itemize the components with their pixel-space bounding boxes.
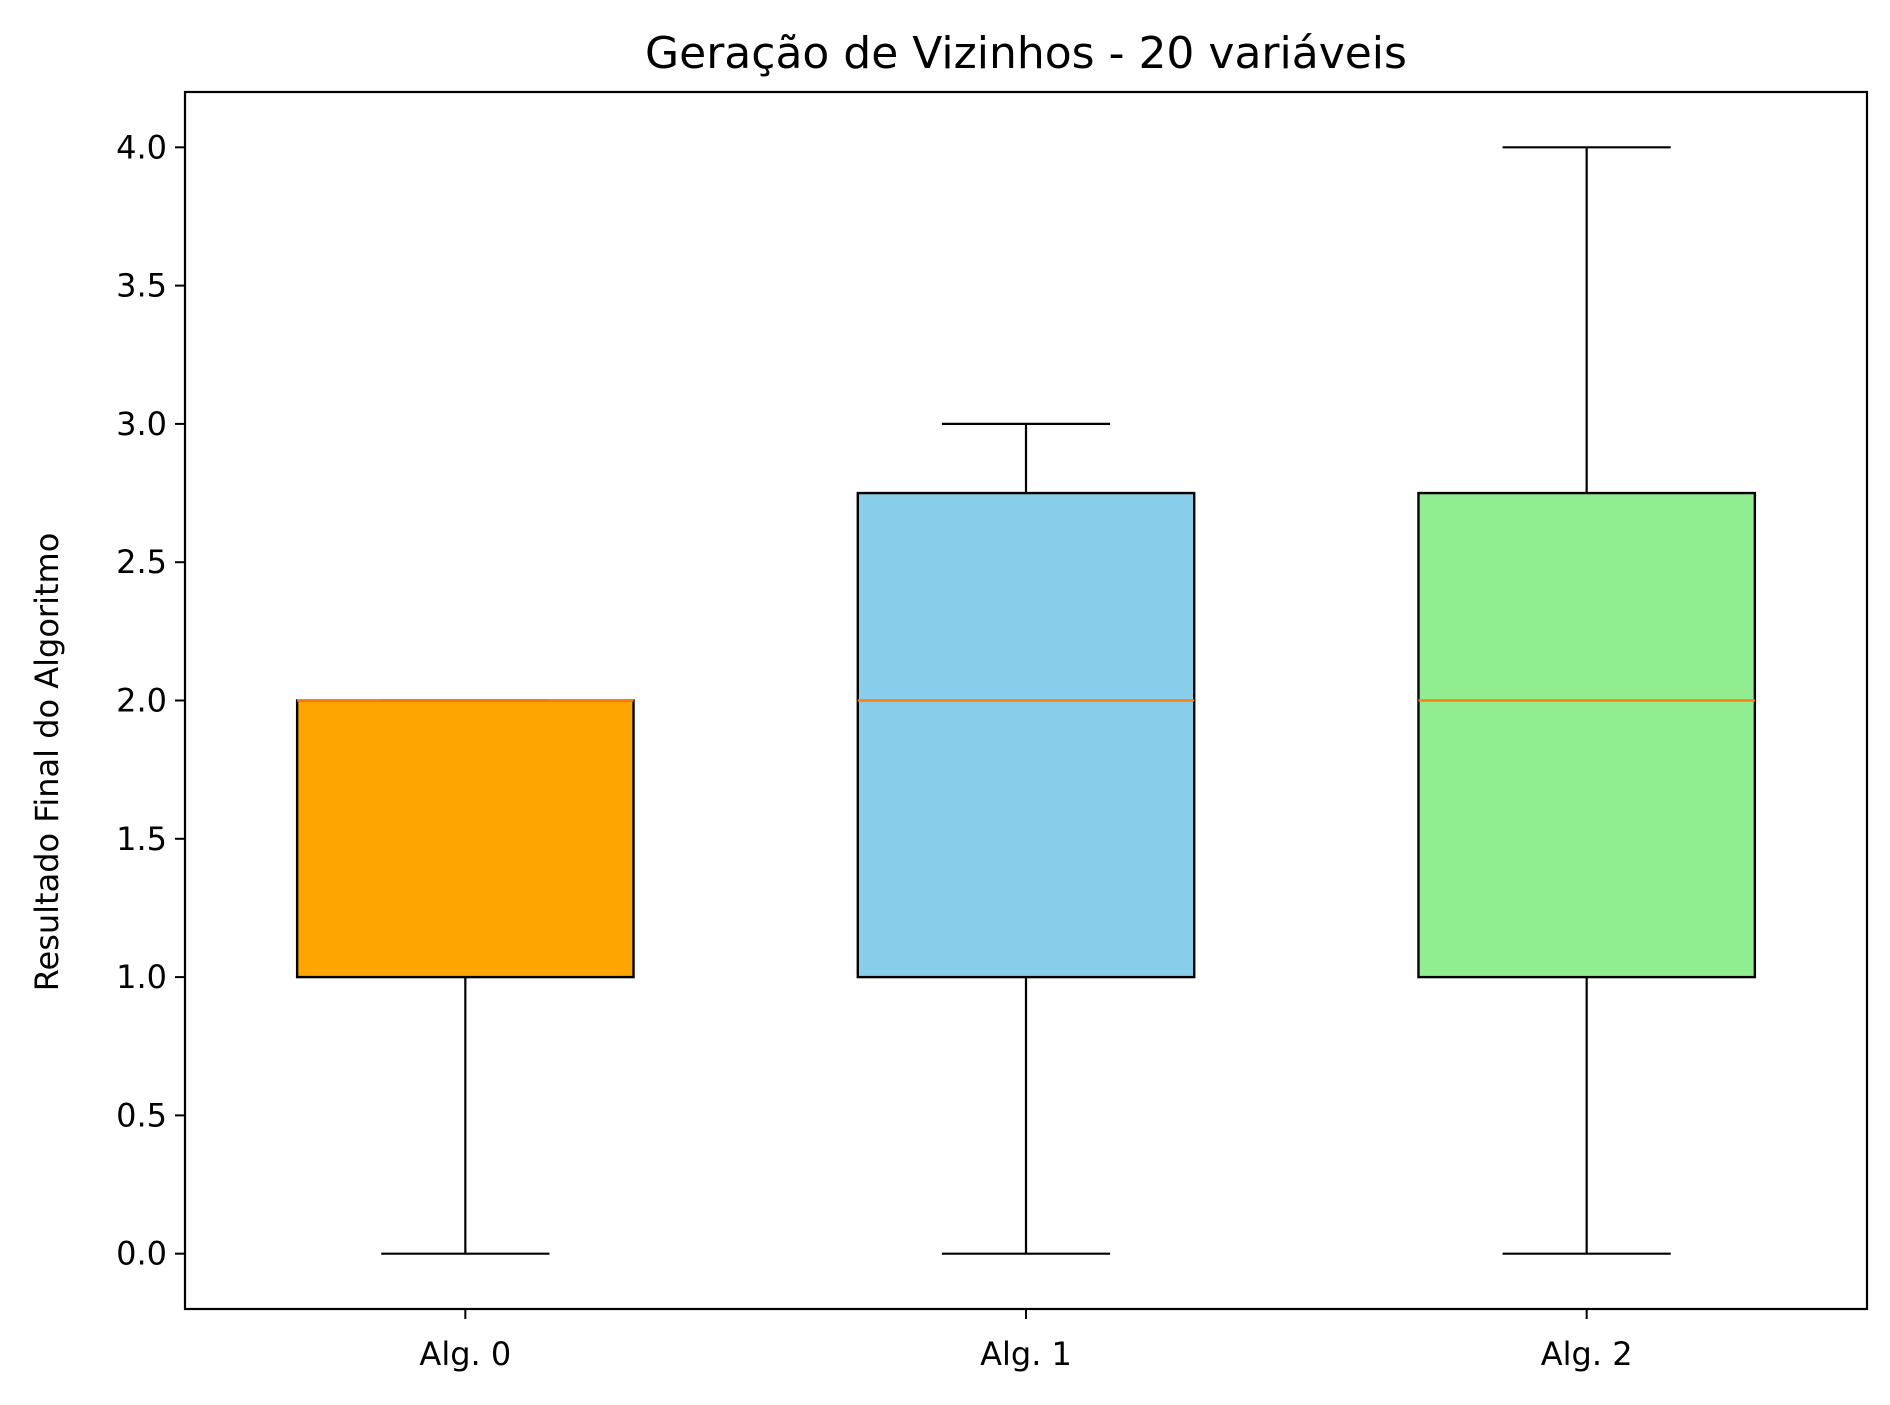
plot-frame (183, 90, 1869, 1311)
y-tick-label: 3.0 (116, 405, 167, 443)
box-body (856, 491, 1196, 979)
x-axis-ticks: Alg. 0 Alg. 1 Alg. 2 (419, 1309, 1633, 1373)
box-group-0 (295, 699, 635, 1255)
box-body (1417, 491, 1757, 979)
y-tick-label: 0.0 (116, 1235, 167, 1273)
y-tick-label: 1.0 (116, 958, 167, 996)
y-tick-label: 1.5 (116, 820, 167, 858)
y-tick-label: 2.0 (116, 682, 167, 720)
y-tick-label: 3.5 (116, 267, 167, 305)
y-axis-label: Resultado Final do Algoritmo (28, 533, 66, 992)
box-group-1 (856, 422, 1196, 1255)
chart-title: Geração de Vizinhos - 20 variáveis (645, 28, 1407, 79)
y-tick-label: 2.5 (116, 543, 167, 581)
x-tick-label: Alg. 0 (419, 1335, 511, 1373)
y-tick-label: 4.0 (116, 128, 167, 166)
y-tick-label: 0.5 (116, 1096, 167, 1134)
x-tick-label: Alg. 1 (980, 1335, 1072, 1373)
box-group-2 (1417, 146, 1757, 1255)
plot-area (295, 146, 1757, 1255)
y-axis-ticks: 0.0 0.5 1.0 1.5 2.0 2.5 3.0 3.5 4.0 (116, 128, 185, 1273)
box-body (295, 699, 635, 979)
x-tick-label: Alg. 2 (1541, 1335, 1633, 1373)
